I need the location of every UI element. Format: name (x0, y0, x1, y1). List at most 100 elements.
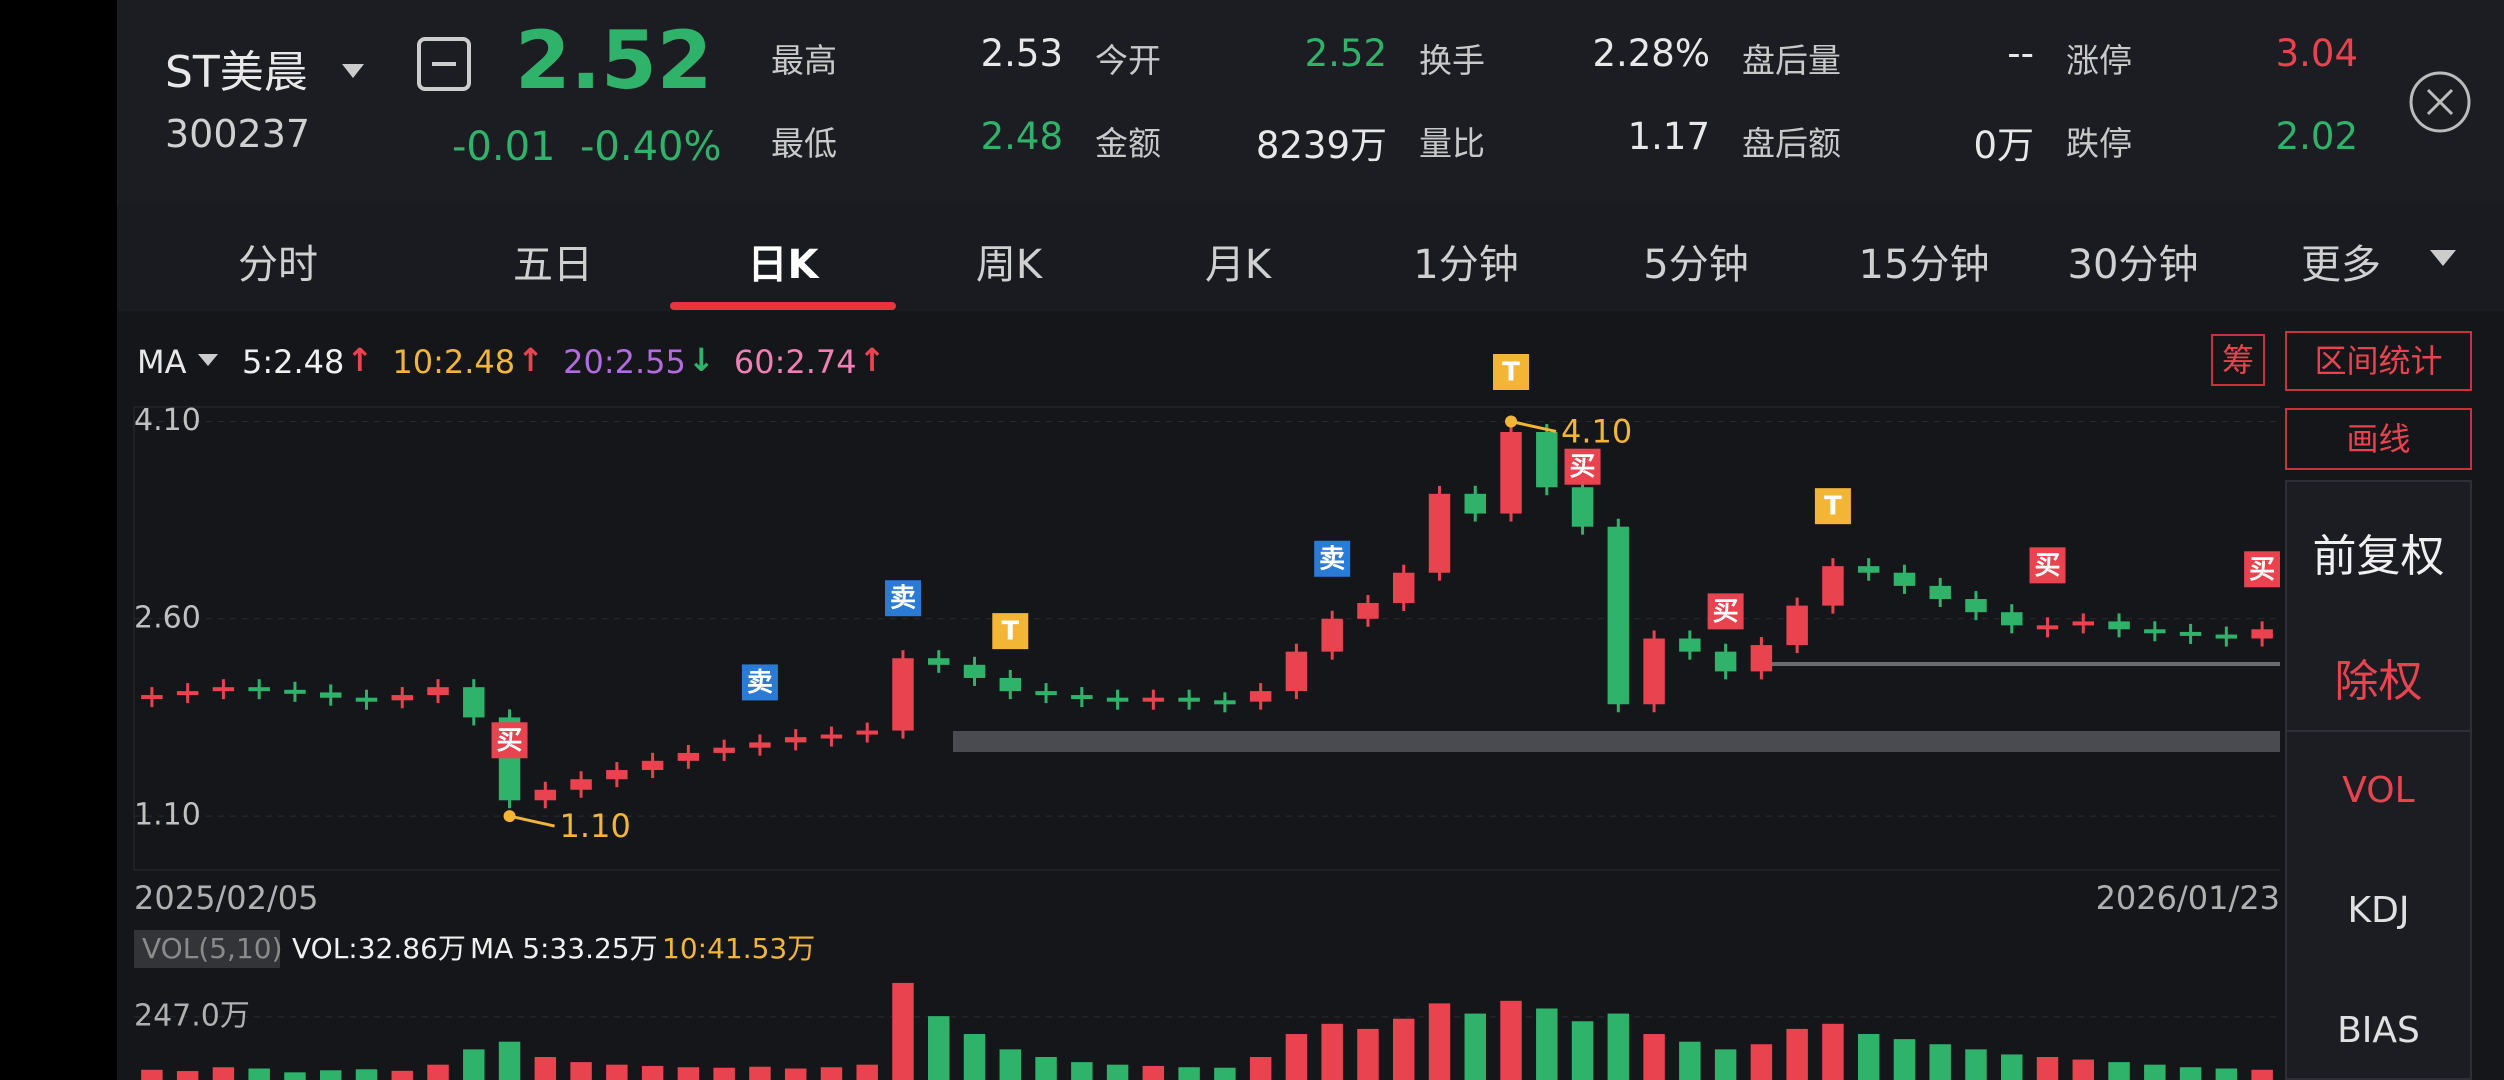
ma-value: 20:2.55 (563, 343, 686, 381)
ma-arrow: ↑ (346, 341, 374, 379)
volume-bar (928, 1016, 950, 1080)
ma-dropdown[interactable] (196, 352, 220, 368)
signal-label: 买 (1570, 452, 1596, 482)
pct-change: -0.40% (580, 124, 722, 170)
candle-body (1249, 691, 1272, 702)
candle-body (2001, 612, 2023, 626)
interval-stats-button[interactable]: 区间统计 (2285, 331, 2472, 391)
signal-badge (884, 580, 921, 617)
period-tab[interactable]: 5分钟 (1643, 242, 1749, 288)
volume-bar (1643, 1034, 1665, 1080)
volume-bar (141, 1069, 163, 1080)
stock-code: 300237 (165, 112, 311, 156)
candle-body (1643, 638, 1665, 705)
period-tab[interactable]: 15分钟 (1858, 242, 1990, 288)
more-dropdown-icon[interactable] (2428, 248, 2458, 268)
side-menu-item[interactable]: 除权 (2334, 656, 2423, 707)
stat-label: 今开 (1095, 41, 1161, 80)
candle-body (677, 752, 700, 761)
side-menu-item[interactable]: 前复权 (2312, 531, 2445, 582)
stock-name[interactable]: ST美晨 (165, 47, 308, 98)
extreme-label: 1.10 (560, 807, 631, 845)
candle-body (1929, 585, 1951, 600)
period-tab[interactable]: 30分钟 (2067, 242, 2199, 288)
candle-body (1536, 431, 1558, 488)
volume-bar (1428, 1003, 1451, 1080)
candle-body (1786, 605, 1808, 646)
stat-value: 2.53 (980, 32, 1063, 75)
candle-body (1750, 645, 1773, 672)
y-tick-label: 2.60 (134, 600, 201, 635)
period-tab[interactable]: 1分钟 (1413, 242, 1519, 288)
candle-body (1571, 487, 1594, 527)
volume-bar (1035, 1057, 1057, 1080)
y-tick-label: 1.10 (134, 798, 201, 833)
quote-header (117, 0, 2504, 203)
signal-label: 买 (1713, 597, 1739, 627)
signal-badge (1814, 488, 1851, 525)
candle-body (570, 779, 592, 790)
period-tab[interactable]: 五日 (513, 242, 593, 288)
candle-body (2072, 621, 2095, 626)
side-menu-item[interactable]: BIAS (2337, 1010, 2420, 1051)
volume-bar (1214, 1067, 1236, 1080)
vol-legend: VOL:32.86万 (292, 932, 466, 965)
volume-bar (1571, 1021, 1594, 1080)
volume-bar (2179, 1067, 2202, 1080)
volume-bar (1536, 1008, 1558, 1080)
signal-label: T (1824, 492, 1842, 522)
ma-label[interactable]: MA (137, 343, 187, 381)
chips-button[interactable]: 筹 (2211, 334, 2265, 386)
extreme-leader (1510, 420, 1557, 433)
volume-bar (391, 1070, 413, 1080)
period-tab[interactable]: 更多 (2301, 242, 2381, 288)
volume-bar (1285, 1034, 1308, 1080)
side-menu-item[interactable]: VOL (2342, 770, 2415, 811)
candle-body (463, 687, 485, 718)
draw-line-button[interactable]: 画线 (2285, 408, 2472, 470)
volume-bar (212, 1067, 235, 1080)
volume-bar (2072, 1059, 2095, 1080)
signal-badge (491, 722, 528, 759)
signal-label: 买 (2035, 551, 2061, 581)
period-tab[interactable]: 周K (975, 242, 1043, 288)
candle-body (641, 760, 664, 771)
collapse-icon[interactable] (416, 36, 472, 92)
candle-body (1857, 566, 1880, 573)
support-band (953, 731, 2280, 752)
candle-body (176, 691, 199, 696)
volume-bar (892, 982, 914, 1080)
stat-label: 涨停 (2066, 41, 2132, 80)
side-menu-item[interactable]: KDJ (2347, 890, 2410, 931)
volume-bar (1607, 1013, 1630, 1080)
end-date: 2026/01/23 (2096, 879, 2280, 917)
period-tab[interactable]: 分时 (238, 242, 318, 288)
dropdown-icon[interactable] (340, 62, 366, 80)
candle-body (1285, 651, 1308, 692)
volume-bar (1822, 1023, 1844, 1080)
volume-bar (1929, 1044, 1951, 1080)
volume-bar (2215, 1068, 2238, 1080)
candle-body (1500, 431, 1522, 514)
volume-bar (427, 1064, 449, 1080)
stat-value: 3.04 (2275, 32, 2358, 75)
stat-value: 2.52 (1304, 32, 1387, 75)
volume-bar (176, 1071, 199, 1080)
candle-body (212, 687, 235, 692)
period-tab[interactable]: 日K (747, 242, 819, 288)
signal-badge (741, 664, 778, 701)
stat-value: 8239万 (1255, 124, 1387, 167)
volume-bar (1249, 1057, 1272, 1080)
stat-label: 最低 (771, 124, 837, 163)
side-bezel (0, 0, 117, 1080)
candle-body (2215, 634, 2238, 639)
candle-body (820, 734, 843, 739)
volume-bar (1071, 1062, 1093, 1080)
period-tab[interactable]: 月K (1204, 242, 1272, 288)
close-button[interactable] (2408, 70, 2472, 134)
stat-label: 量比 (1419, 124, 1485, 163)
candle-body (1321, 618, 1343, 652)
candle-body (606, 770, 628, 780)
volume-bar (355, 1069, 378, 1080)
stat-value: 2.02 (2275, 115, 2358, 158)
